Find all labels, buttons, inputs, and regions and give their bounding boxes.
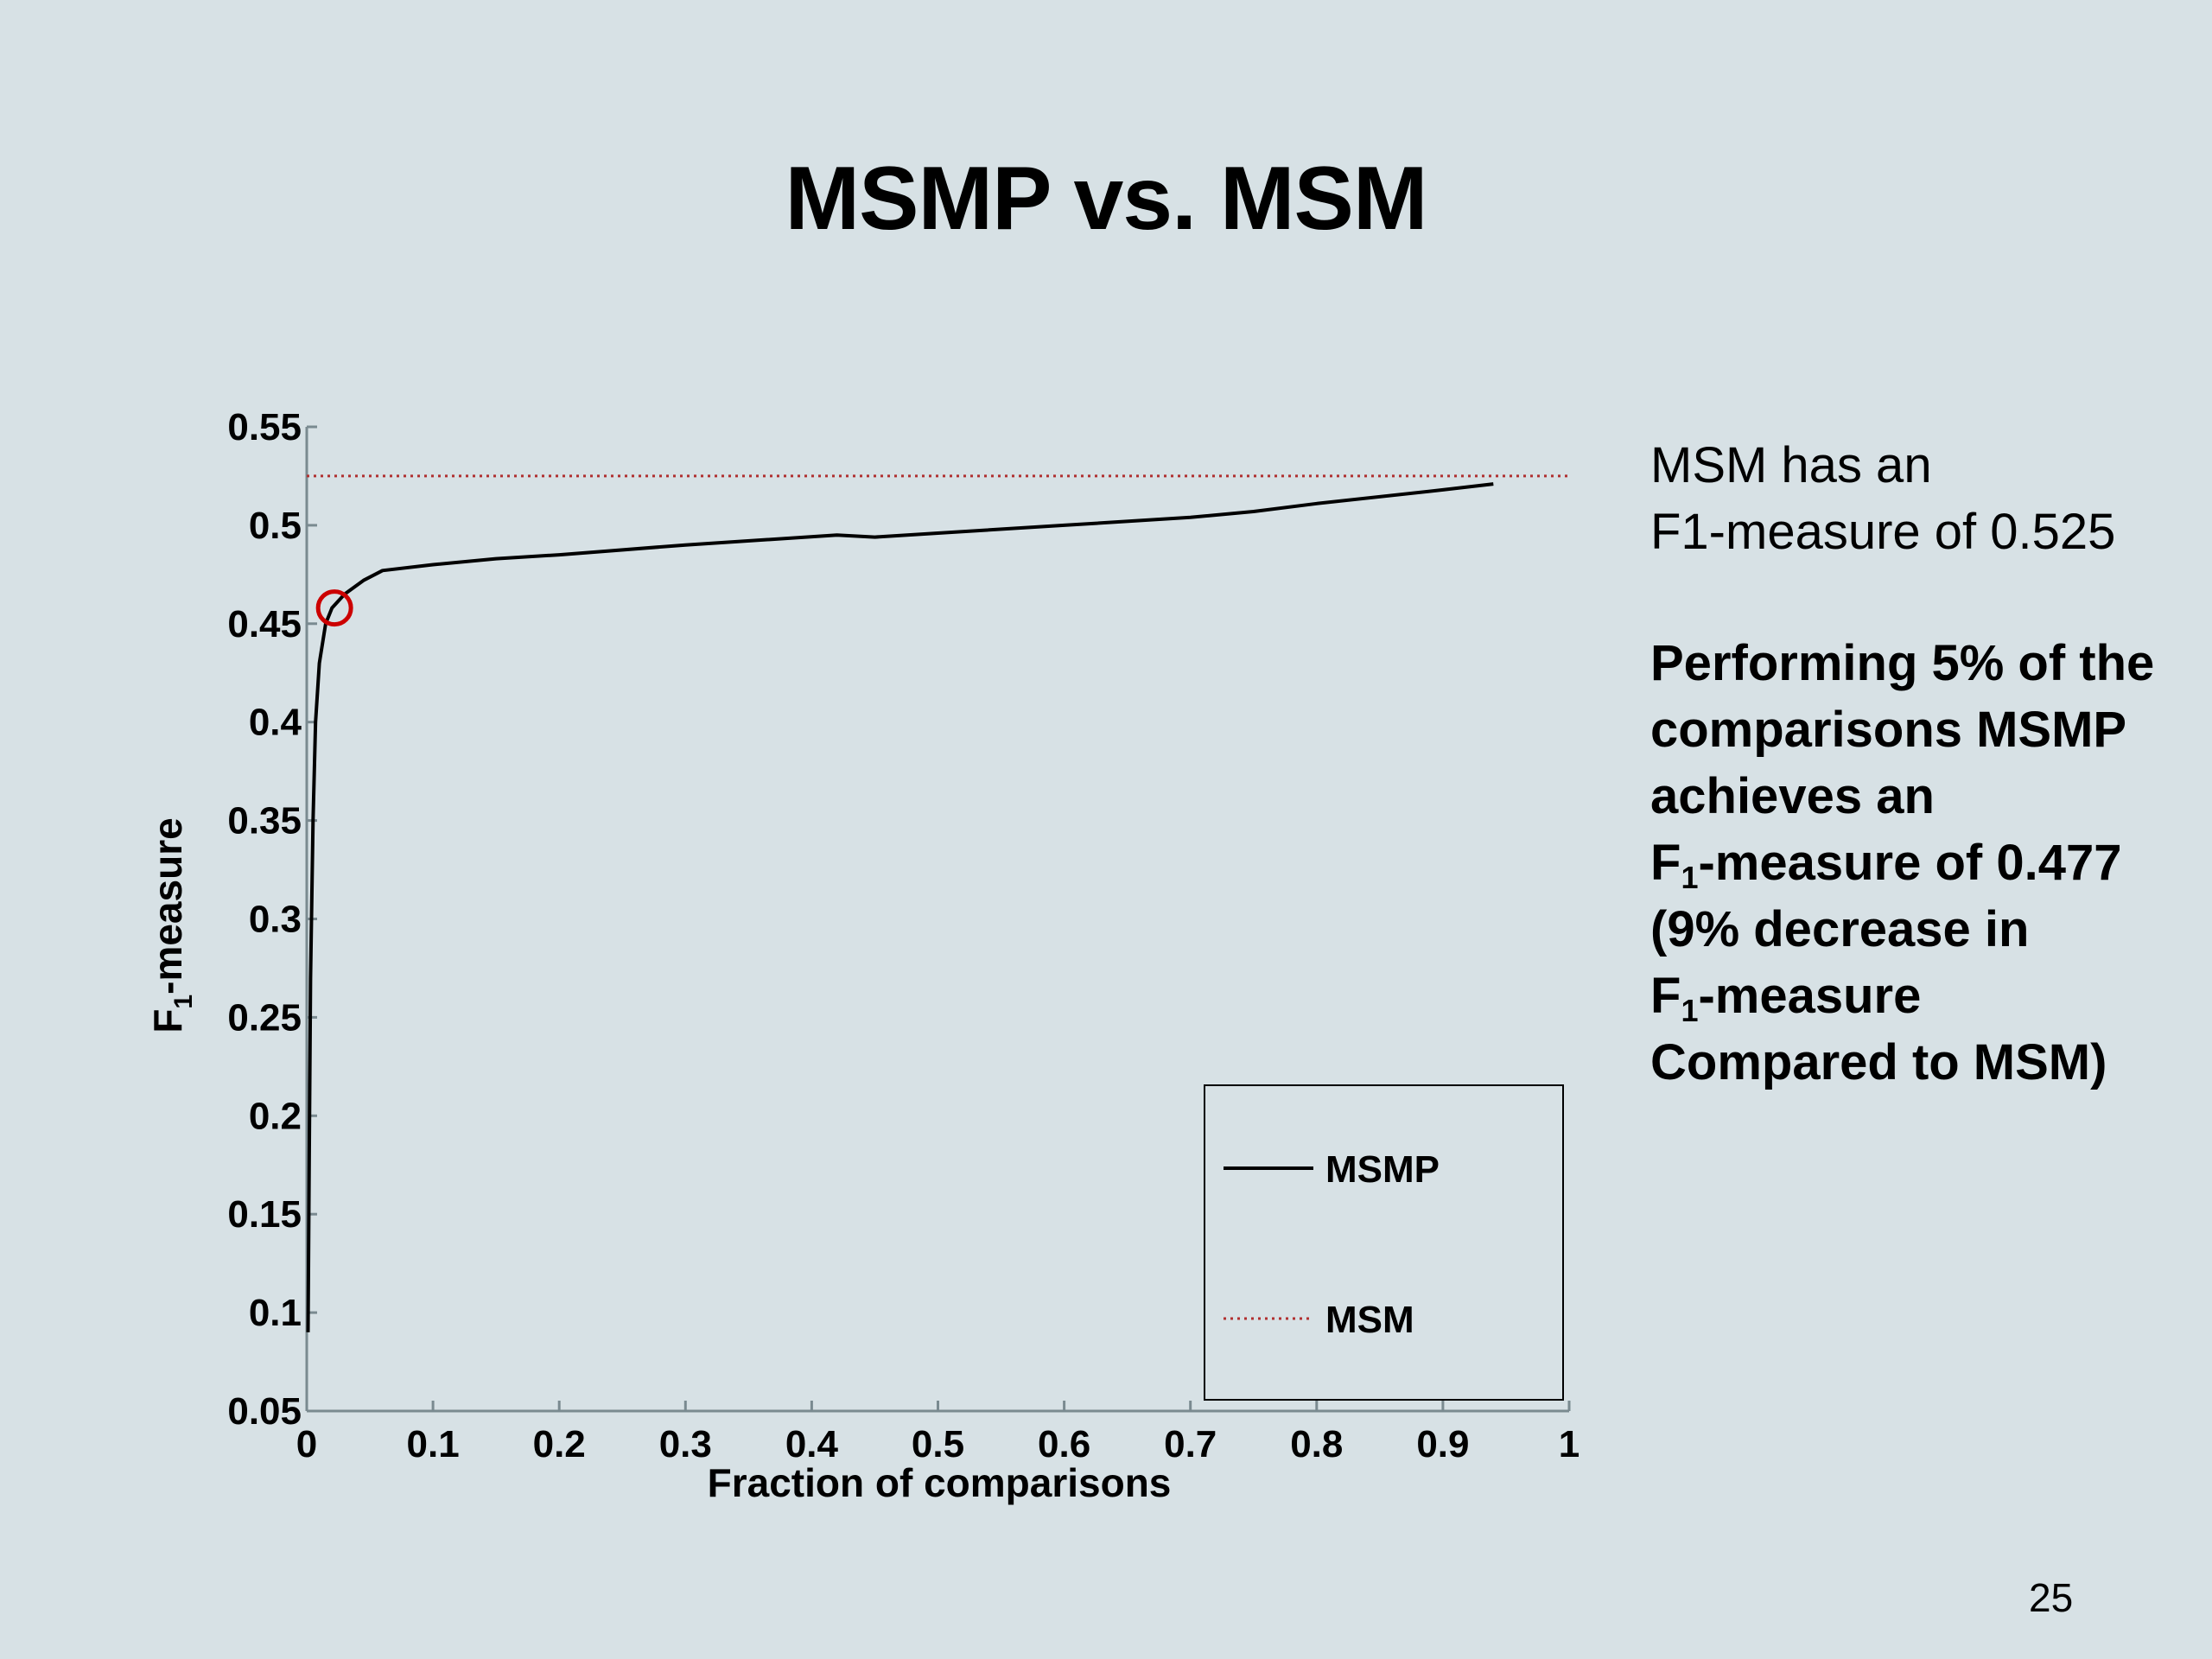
msmp-note-line-2: comparisons MSMP [1650,702,2127,758]
y-tick-label: 0.35 [227,800,302,842]
f-letter: F [1650,968,1681,1024]
msmp-note-line-7: Compared to MSM) [1650,1034,2107,1090]
y-tick-label: 0.15 [227,1193,302,1236]
msm-note-line-2: F1-measure of 0.525 [1650,504,2116,560]
msmp-note: Performing 5% of the comparisons MSMP ac… [1650,630,2212,1096]
page-number: 25 [2029,1575,2074,1620]
msmp-note-line-1: Performing 5% of the [1650,635,2155,691]
x-tick-label: 0.3 [659,1423,712,1465]
y-axis-label-main: F [145,1009,190,1033]
chart-axes: 0.05 0.1 0.15 0.2 0.25 0.3 0.35 0.4 0.45 0.5 0.55 0… [227,406,1580,1465]
side-notes: MSM has an F1-measure of 0.525 Performin… [1650,432,2212,1096]
y-tick-label: 0.4 [249,702,302,744]
f-letter: F [1650,835,1681,891]
slide-title: MSMP vs. MSM [785,149,1427,249]
msmp-note-line-4: F1-measure of 0.477 [1650,835,2122,893]
x-tick-label: 0.7 [1164,1423,1217,1465]
y-axis-label: F1-measure [145,817,198,1033]
measure-text: -measure [1698,968,1922,1024]
y-tick-label: 0.05 [227,1390,302,1433]
legend-label-msm: MSM [1325,1299,1414,1341]
y-tick-label: 0.3 [249,899,302,941]
y-axis-label-rest: -measure [145,817,190,995]
x-tick-label: 0 [296,1423,317,1465]
chart-legend: MSMP MSM [1204,1084,1564,1401]
x-tick-label: 0.9 [1416,1423,1469,1465]
y-tick-label: 0.45 [227,603,302,645]
y-tick-label: 0.1 [249,1292,302,1334]
msmp-note-line-5: (9% decrease in [1650,901,2030,957]
x-tick-label: 0.2 [533,1423,586,1465]
x-tick-label: 0.8 [1290,1423,1343,1465]
y-tick-label: 0.5 [249,505,302,547]
msmp-note-line-3: achieves an [1650,768,1935,824]
x-tick-label: 0.6 [1038,1423,1090,1465]
y-axis-label-sub: 1 [169,995,198,1009]
legend-box [1204,1084,1564,1401]
msm-note-line-1: MSM has an [1650,437,1932,493]
x-axis-label: Fraction of comparisons [708,1460,1172,1505]
x-tick-label: 0.5 [912,1423,964,1465]
msm-note: MSM has an F1-measure of 0.525 [1650,432,2212,565]
subscript-one: 1 [1681,860,1699,895]
measure-text: -measure of 0.477 [1698,835,2122,891]
y-tick-label: 0.2 [249,1095,302,1137]
x-tick-label: 1 [1559,1423,1580,1465]
y-tick-label: 0.25 [227,996,302,1039]
msmp-note-line-6: F1-measure [1650,968,1922,1027]
series-line-msmp [306,482,1494,1332]
x-tick-label: 0.1 [407,1423,460,1465]
subscript-one: 1 [1681,993,1699,1028]
legend-label-msmp: MSMP [1325,1148,1440,1191]
chart-series [306,474,1569,1332]
highlight-circle [315,589,353,627]
x-tick-label: 0.4 [785,1423,839,1465]
y-tick-label: 0.55 [227,406,302,448]
